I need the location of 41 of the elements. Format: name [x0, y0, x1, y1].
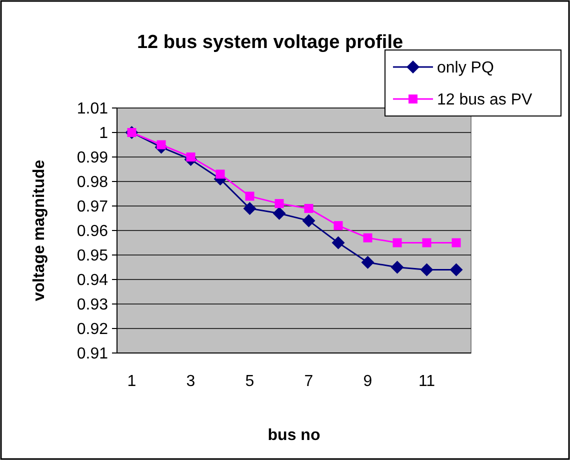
- y-axis-title: voltage magnitude: [31, 160, 48, 302]
- point: [243, 202, 256, 215]
- point: [361, 256, 374, 269]
- point: [186, 152, 196, 162]
- y-tick-label: 1: [99, 125, 108, 142]
- y-tick-label: 0.97: [76, 198, 108, 216]
- y-tick-label: 0.95: [76, 248, 108, 265]
- x-tick-label: 7: [304, 373, 314, 390]
- point: [156, 140, 166, 150]
- point: [420, 263, 434, 276]
- y-tick-label: 0.98: [76, 174, 108, 192]
- legend-label: 12 bus as PV: [437, 92, 532, 109]
- x-axis-title: bus no: [268, 427, 320, 444]
- y-tick-label: 0.94: [76, 272, 108, 290]
- point: [304, 204, 314, 213]
- point: [216, 170, 225, 179]
- point: [332, 236, 345, 250]
- point: [245, 192, 254, 201]
- point: [392, 238, 402, 248]
- y-tick-label: 1.01: [76, 100, 108, 118]
- point: [363, 233, 372, 242]
- point: [334, 221, 343, 230]
- legend-label: only PQ: [437, 60, 494, 77]
- point: [422, 238, 432, 248]
- x-tick-label: 3: [186, 373, 196, 390]
- y-tick-label: 0.92: [76, 321, 108, 338]
- point: [450, 263, 463, 276]
- y-tick-label: 0.99: [76, 150, 108, 167]
- x-tick-label: 5: [245, 373, 254, 390]
- point: [272, 206, 286, 220]
- point: [274, 199, 284, 208]
- x-tick-label: 11: [418, 373, 436, 390]
- chart-title: 12 bus system voltage profile: [136, 32, 404, 53]
- point: [452, 238, 461, 248]
- point: [390, 260, 404, 274]
- point: [302, 214, 316, 228]
- x-tick-label: 1: [127, 373, 136, 390]
- y-tick-label: 0.96: [76, 223, 108, 240]
- y-tick-label: 0.91: [76, 346, 108, 363]
- y-tick-label: 0.93: [76, 296, 108, 314]
- x-tick-label: 9: [363, 373, 372, 390]
